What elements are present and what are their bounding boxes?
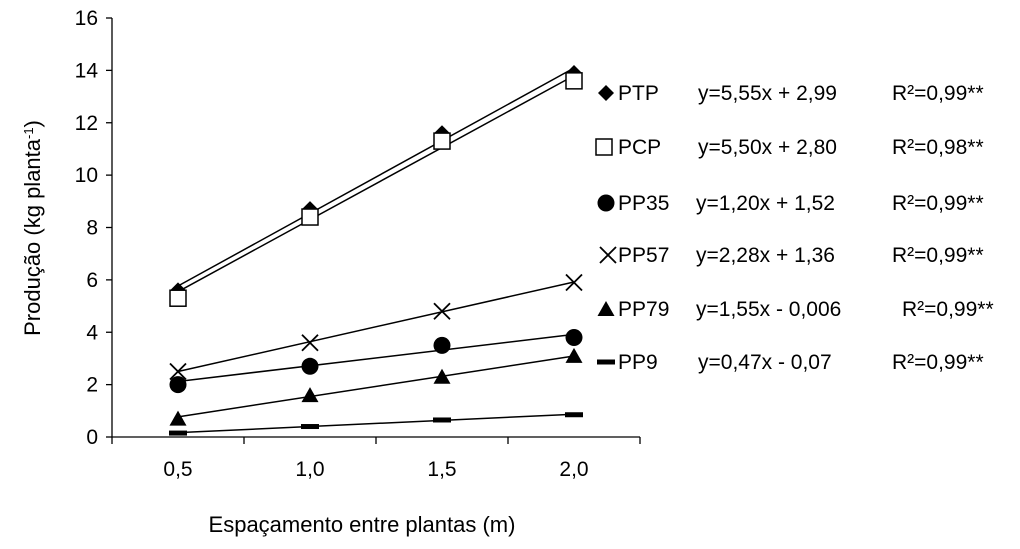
legend-r2-pp79: R²=0,99**	[902, 298, 994, 321]
point-pp9	[169, 430, 187, 436]
point-pp9-shape	[433, 417, 451, 423]
legend-label-pp79: PP79	[618, 298, 669, 321]
trendline-pp35	[177, 333, 575, 383]
point-pcp	[433, 132, 451, 150]
point-pcp-shape	[433, 132, 451, 150]
x-tick-label: 0,5	[163, 458, 192, 481]
point-pp57	[169, 362, 187, 381]
legend-marker-pp9-shape	[597, 359, 615, 365]
point-pp79-shape	[565, 347, 583, 363]
point-pp9	[433, 417, 451, 423]
point-pp9	[301, 424, 319, 430]
y-tick-label: 14	[75, 59, 99, 82]
trendline-pp79	[177, 355, 575, 418]
legend-r2-pp35: R²=0,99**	[892, 192, 984, 215]
point-pcp-shape	[169, 289, 187, 307]
legend-r2-pp9: R²=0,99**	[892, 351, 984, 374]
point-pp35	[433, 336, 451, 354]
legend-marker-pp57	[599, 246, 617, 264]
point-pp35	[301, 357, 319, 375]
legend-equation-pcp: y=5,50x + 2,80	[698, 136, 837, 159]
point-pp79	[301, 387, 319, 403]
legend-label-pp57: PP57	[618, 244, 669, 267]
legend-r2-pcp: R²=0,98**	[892, 136, 984, 159]
point-pp35	[565, 328, 583, 346]
y-tick-label: 10	[75, 164, 98, 187]
point-pp79	[169, 410, 187, 426]
point-pp57-shape	[301, 334, 319, 352]
legend-label-pcp: PCP	[618, 136, 661, 159]
legend-r2-pp57: R²=0,99**	[892, 244, 984, 267]
point-pp79	[433, 368, 451, 384]
y-tick-label: 12	[75, 112, 98, 135]
x-axis-title: Espaçamento entre plantas (m)	[209, 512, 516, 537]
legend-label-pp35: PP35	[618, 192, 669, 215]
trendline-pp57	[177, 281, 575, 373]
point-pp9	[565, 412, 583, 418]
legend-marker-pp35-shape	[597, 194, 615, 212]
legend-equation-pp9: y=0,47x - 0,07	[698, 351, 832, 374]
legend-marker-pcp	[595, 138, 613, 156]
point-pp57-shape	[565, 273, 583, 292]
point-pp35-shape	[433, 336, 451, 354]
point-pp9-shape	[301, 424, 319, 430]
legend-marker-pp79-shape	[597, 301, 615, 316]
point-pp9-shape	[169, 430, 187, 436]
point-pp57-shape	[433, 302, 451, 320]
legend-equation-pp79: y=1,55x - 0,006	[696, 298, 841, 321]
y-tick-label: 0	[86, 426, 98, 449]
legend-marker-pp57-shape	[599, 246, 617, 264]
point-pcp-shape	[565, 72, 583, 90]
point-pp57	[565, 273, 583, 292]
point-pp79-shape	[169, 410, 187, 426]
legend-marker-pcp-shape	[595, 138, 613, 156]
y-tick-label: 4	[86, 321, 98, 344]
legend-marker-pp79	[597, 301, 615, 316]
trendline-pp9	[177, 413, 575, 434]
point-pp79-shape	[433, 368, 451, 384]
x-tick-label: 2,0	[559, 458, 588, 481]
point-pp57-shape	[169, 362, 187, 381]
trendline-pcp	[177, 74, 575, 293]
point-pcp	[301, 208, 319, 226]
point-pp35	[169, 376, 187, 394]
legend-equation-pp57: y=2,28x + 1,36	[696, 244, 835, 267]
point-pp9-shape	[565, 412, 583, 418]
x-tick-label: 1,0	[295, 458, 324, 481]
point-pp35-shape	[565, 328, 583, 346]
legend-label-ptp: PTP	[618, 82, 659, 105]
legend-marker-ptp	[598, 85, 614, 101]
point-pp35-shape	[169, 376, 187, 394]
point-pp79	[565, 347, 583, 363]
point-pp57	[301, 334, 319, 352]
y-axis-title: Produção (kg planta-1)	[20, 120, 45, 336]
point-pp57	[433, 302, 451, 320]
y-tick-label: 6	[86, 269, 98, 292]
point-pcp	[169, 289, 187, 307]
y-tick-label: 8	[86, 217, 98, 240]
y-tick-label: 2	[86, 374, 98, 397]
legend-marker-pp35	[597, 194, 615, 212]
legend-equation-ptp: y=5,55x + 2,99	[698, 82, 837, 105]
y-tick-label: 16	[75, 7, 98, 30]
point-pp35-shape	[301, 357, 319, 375]
x-tick-label: 1,5	[427, 458, 456, 481]
point-pcp	[565, 72, 583, 90]
legend-marker-ptp-shape	[598, 85, 614, 101]
trendline-ptp	[177, 67, 575, 287]
legend-r2-ptp: R²=0,99**	[892, 82, 984, 105]
point-pp79-shape	[301, 387, 319, 403]
point-pcp-shape	[301, 208, 319, 226]
legend-label-pp9: PP9	[618, 351, 658, 374]
legend-equation-pp35: y=1,20x + 1,52	[696, 192, 835, 215]
legend-marker-pp9	[597, 359, 615, 365]
